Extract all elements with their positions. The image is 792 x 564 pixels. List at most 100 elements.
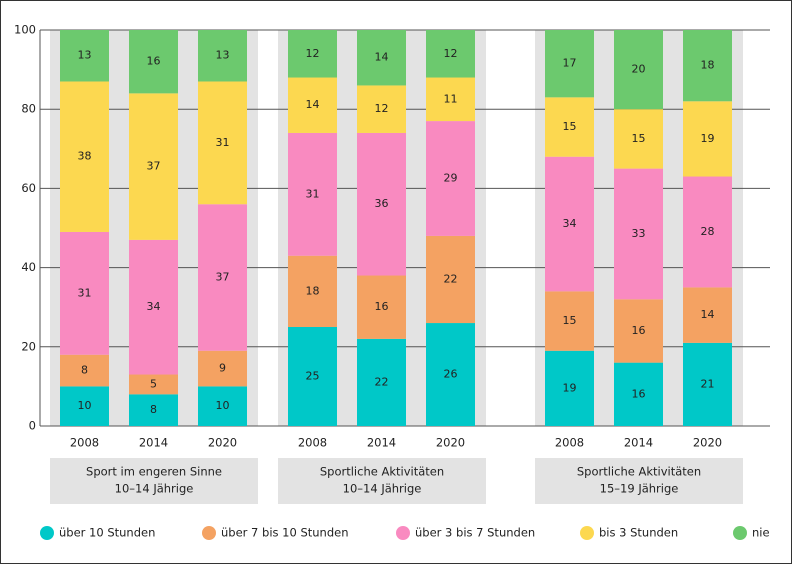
bar-segment <box>683 176 732 288</box>
data-label: 12 <box>306 47 320 60</box>
y-tick-label: 80 <box>21 102 36 116</box>
legend-marker <box>202 526 216 540</box>
bar-segment <box>288 30 337 78</box>
legend-label: über 10 Stunden <box>59 526 155 540</box>
group-label: Sportliche Aktivitäten <box>577 465 701 479</box>
x-tick-label: 2008 <box>555 436 584 450</box>
bar-segment <box>545 291 594 351</box>
bar-segment <box>614 109 663 169</box>
bar-segment <box>426 30 475 78</box>
bar-segment <box>426 77 475 122</box>
data-label: 37 <box>216 271 230 284</box>
x-tick-label: 2020 <box>693 436 722 450</box>
data-label: 9 <box>219 362 226 375</box>
data-label: 28 <box>701 225 715 238</box>
group-label: 15–19 Jährige <box>600 482 679 496</box>
data-label: 18 <box>701 59 715 72</box>
legend-label: über 3 bis 7 Stunden <box>415 526 535 540</box>
group-label-box <box>535 458 743 504</box>
bar-segment <box>545 97 594 157</box>
group-label-box <box>50 458 258 504</box>
data-label: 16 <box>632 387 646 400</box>
bar-segment <box>683 287 732 343</box>
bar-segment <box>357 30 406 86</box>
bar-segment <box>60 386 109 426</box>
bar-segment <box>198 30 247 82</box>
data-label: 13 <box>216 49 230 62</box>
y-tick-label: 60 <box>21 181 36 195</box>
bar-segment <box>60 30 109 82</box>
bar-segment <box>288 132 337 256</box>
bar-segment <box>614 362 663 426</box>
bar-segment <box>683 101 732 177</box>
bar-segment <box>545 30 594 98</box>
bar-segment <box>357 85 406 133</box>
data-label: 14 <box>701 308 715 321</box>
group-label: 10–14 Jährige <box>343 482 422 496</box>
data-label: 15 <box>632 132 646 145</box>
bar-segment <box>129 239 178 375</box>
legend-label: bis 3 Stunden <box>599 526 678 540</box>
data-label: 26 <box>444 368 458 381</box>
group-label-box <box>278 458 486 504</box>
data-label: 22 <box>375 375 389 388</box>
data-label: 34 <box>563 217 577 230</box>
data-label: 31 <box>78 286 92 299</box>
bar-segment <box>426 235 475 324</box>
data-label: 14 <box>375 51 389 64</box>
data-label: 19 <box>563 381 577 394</box>
data-label: 25 <box>306 370 320 383</box>
data-label: 16 <box>632 324 646 337</box>
bar-segment <box>614 30 663 110</box>
x-tick-label: 2014 <box>139 436 168 450</box>
data-label: 14 <box>306 98 320 111</box>
bar-segment <box>426 121 475 236</box>
bar-segment <box>288 255 337 327</box>
y-tick-label: 20 <box>21 339 36 353</box>
bar-segment <box>683 30 732 102</box>
x-tick-label: 2014 <box>367 436 396 450</box>
legend-label: nie <box>752 526 770 540</box>
data-label: 12 <box>375 102 389 115</box>
bar-segment <box>288 327 337 426</box>
data-label: 11 <box>444 92 458 105</box>
data-label: 31 <box>216 136 230 149</box>
group-label: 10–14 Jährige <box>115 482 194 496</box>
bar-segment <box>357 275 406 339</box>
y-tick-label: 0 <box>29 419 36 433</box>
data-label: 20 <box>632 63 646 76</box>
x-tick-label: 2020 <box>436 436 465 450</box>
data-label: 15 <box>563 120 577 133</box>
bar-segment <box>198 386 247 426</box>
data-label: 18 <box>306 284 320 297</box>
bar-segment <box>545 156 594 292</box>
x-tick-label: 2014 <box>624 436 653 450</box>
group-label: Sportliche Aktivitäten <box>320 465 444 479</box>
data-label: 8 <box>81 364 88 377</box>
bar-segment <box>614 168 663 300</box>
data-label: 8 <box>150 403 157 416</box>
data-label: 22 <box>444 272 458 285</box>
bar-segment <box>129 374 178 395</box>
data-label: 34 <box>147 300 161 313</box>
bar-segment <box>426 323 475 426</box>
bar-segment <box>357 132 406 276</box>
bar-segment <box>60 354 109 387</box>
data-label: 16 <box>147 55 161 68</box>
bar-segment <box>129 93 178 240</box>
group-label: Sport im engeren Sinne <box>86 465 222 479</box>
data-label: 29 <box>444 172 458 185</box>
data-label: 17 <box>563 57 577 70</box>
data-label: 38 <box>78 150 92 163</box>
data-label: 19 <box>701 132 715 145</box>
bar-segment <box>288 77 337 133</box>
bar-segment <box>198 81 247 205</box>
data-label: 10 <box>216 399 230 412</box>
bar-segment <box>129 30 178 94</box>
y-tick-label: 40 <box>21 260 36 274</box>
data-label: 31 <box>306 187 320 200</box>
data-label: 36 <box>375 197 389 210</box>
data-label: 13 <box>78 49 92 62</box>
data-label: 21 <box>701 377 715 390</box>
